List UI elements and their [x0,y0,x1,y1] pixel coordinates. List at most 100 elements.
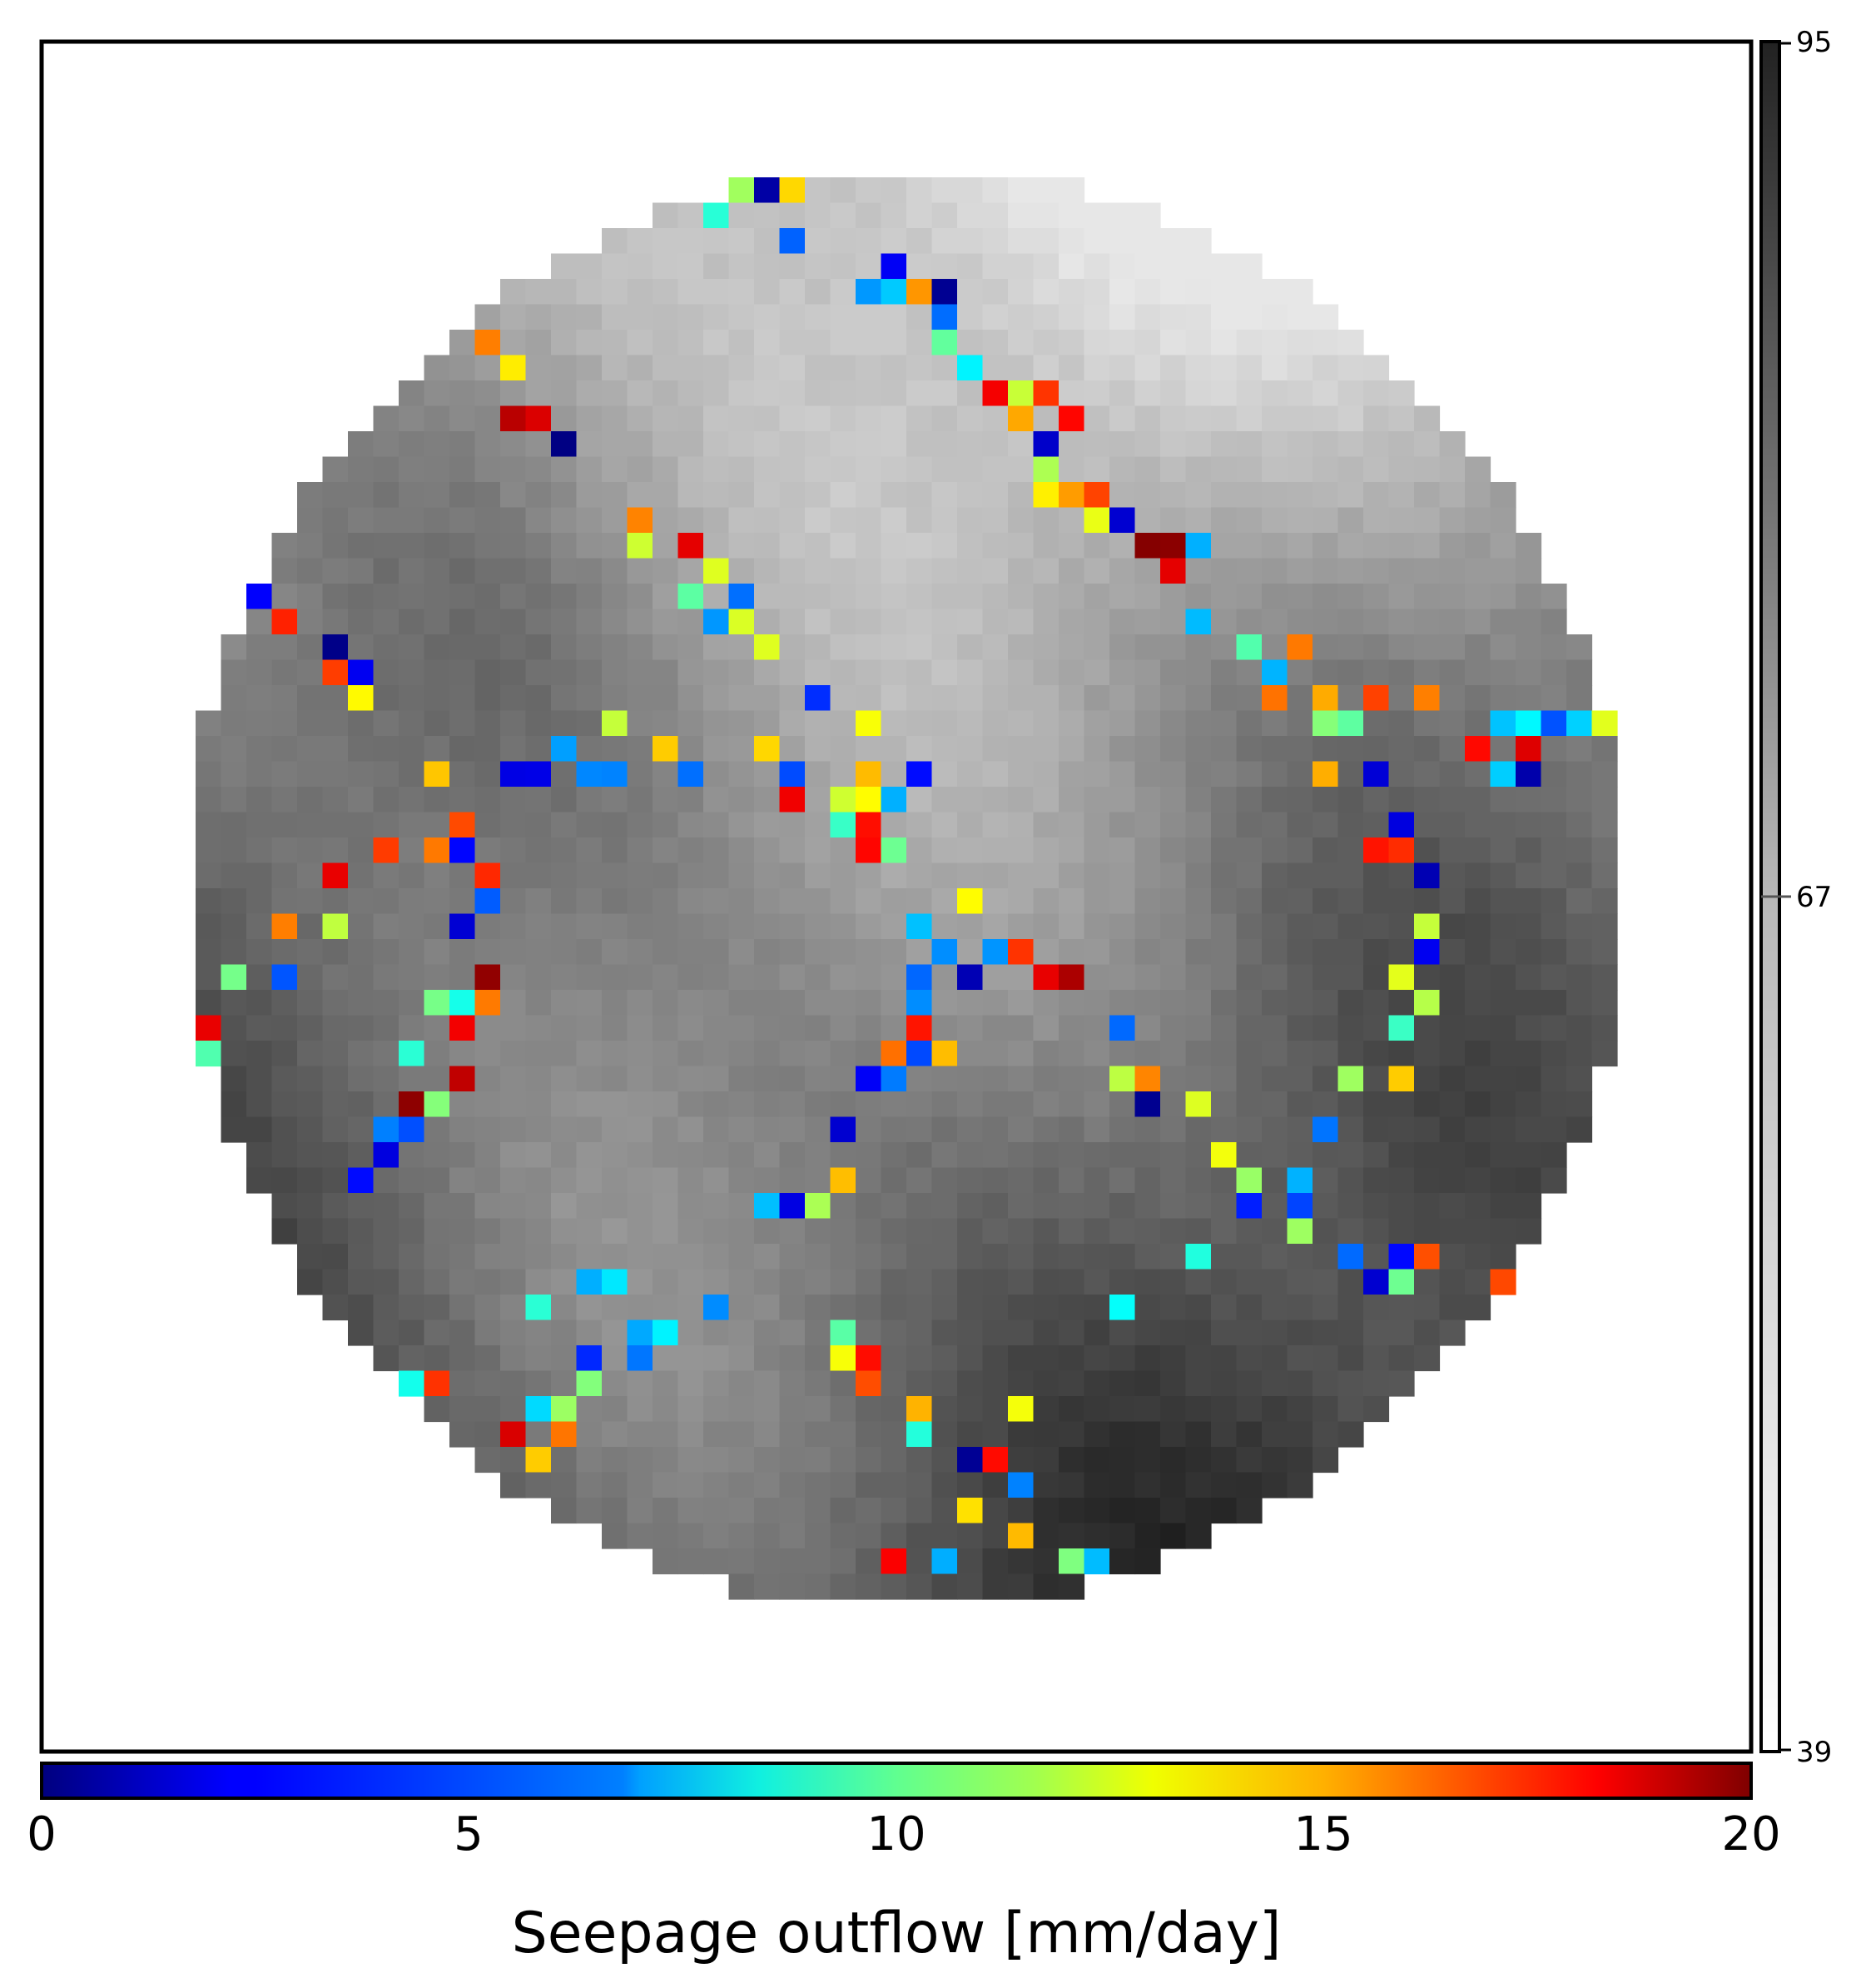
heatmap-cell [931,533,958,559]
heatmap-cell [424,1218,450,1245]
heatmap-cell [1465,1193,1491,1220]
heatmap-cell [1363,380,1390,407]
heatmap-cell [881,761,907,788]
heatmap-cell [703,1345,730,1372]
heatmap-cell [1414,787,1441,813]
right-tick-label-95: 95 [1796,26,1832,59]
heatmap-cell [1033,507,1060,534]
heatmap-cell [1134,1142,1161,1169]
heatmap-cell [754,685,781,712]
heatmap-cell [982,837,1009,864]
heatmap-cell [602,964,628,991]
heatmap-cell [1439,558,1466,584]
heatmap-cell [1236,1218,1263,1245]
heatmap-cell [1566,761,1593,788]
heatmap-cell [1516,1193,1542,1220]
heatmap-cell [906,1041,933,1067]
heatmap-cell [348,685,375,712]
heatmap-cell [500,1472,527,1498]
heatmap-cell [1236,1498,1263,1524]
heatmap-cell [856,1421,882,1448]
heatmap-cell [602,837,628,864]
heatmap-cell [1211,939,1238,966]
heatmap-cell [1516,609,1542,635]
heatmap-cell [1490,1091,1516,1118]
heatmap-cell [1287,1142,1313,1169]
heatmap-cell [551,862,578,889]
heatmap-cell [525,888,552,915]
heatmap-cell [728,1193,755,1220]
heatmap-cell [805,304,831,331]
heatmap-cell [653,1447,679,1474]
heatmap-cell [754,1523,781,1549]
heatmap-cell [1008,1421,1035,1448]
heatmap-cell [1236,1167,1263,1194]
heatmap-cell [1185,228,1212,255]
heatmap-cell [551,355,578,381]
heatmap-cell [576,1244,603,1270]
heatmap-cell [703,482,730,509]
heatmap-cell [424,1370,450,1397]
heatmap-cell [1033,533,1060,559]
heatmap-cell [1313,1066,1339,1092]
heatmap-cell [271,634,298,661]
heatmap-cell [1490,862,1516,889]
heatmap-cell [1465,558,1491,584]
heatmap-cell [602,1345,628,1372]
heatmap-cell [1541,634,1567,661]
heatmap-cell [1033,456,1060,483]
heatmap-cell [602,1472,628,1498]
heatmap-cell [1388,1320,1415,1346]
heatmap-cell [551,1295,578,1321]
heatmap-cell [728,1523,755,1549]
heatmap-cell [1160,253,1187,280]
heatmap-cell [728,380,755,407]
heatmap-cell [1033,888,1060,915]
heatmap-cell [1439,1041,1466,1067]
heatmap-cell [805,1573,831,1600]
heatmap-cell [424,1345,450,1372]
heatmap-cell [576,685,603,712]
heatmap-cell [906,1320,933,1346]
heatmap-cell [931,253,958,280]
heatmap-cell [246,939,273,966]
heatmap-cell [982,253,1009,280]
heatmap-cell [1185,330,1212,356]
heatmap-cell [1313,584,1339,610]
heatmap-cell [1059,837,1085,864]
heatmap-cell [627,1498,653,1524]
heatmap-cell [728,253,755,280]
heatmap-cell [424,990,450,1016]
heatmap-cell [1388,812,1415,838]
heatmap-cell [957,1142,984,1169]
heatmap-cell [1313,1218,1339,1245]
heatmap-cell [830,177,856,204]
heatmap-cell [500,330,527,356]
heatmap-cell [653,1472,679,1498]
heatmap-cell [1134,710,1161,737]
heatmap-cell [1211,1167,1238,1194]
heatmap-cell [830,279,856,306]
heatmap-cell [627,634,653,661]
heatmap-cell [399,482,425,509]
heatmap-cell [856,533,882,559]
heatmap-cell [1262,304,1288,331]
heatmap-cell [1008,558,1035,584]
heatmap-cell [830,558,856,584]
heatmap-cell [627,1320,653,1346]
heatmap-cell [474,990,501,1016]
heatmap-cell [525,685,552,712]
heatmap-cell [1313,330,1339,356]
heatmap-cell [1185,964,1212,991]
heatmap-cell [373,507,399,534]
heatmap-cell [1337,1066,1364,1092]
heatmap-cell [1059,279,1085,306]
heatmap-cell [830,1167,856,1194]
heatmap-cell [373,1269,399,1295]
heatmap-cell [728,584,755,610]
heatmap-cell [373,1142,399,1169]
heatmap-cell [602,888,628,915]
heatmap-cell [322,685,349,712]
heatmap-cell [906,1167,933,1194]
heatmap-cell [271,659,298,686]
